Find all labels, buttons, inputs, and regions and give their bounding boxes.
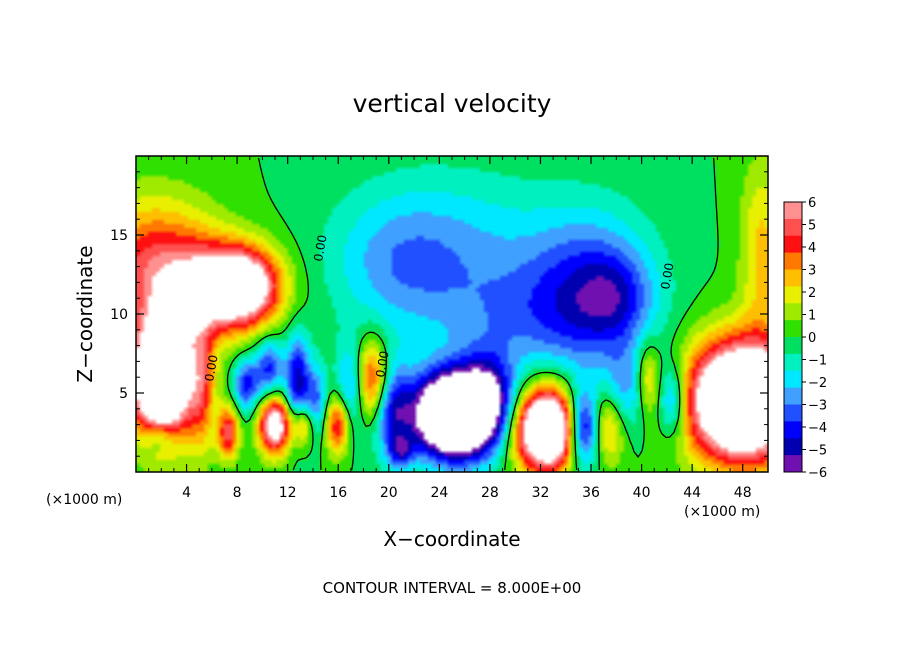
chart-title: vertical velocity bbox=[353, 89, 552, 118]
colorbar-tick-label: −6 bbox=[808, 466, 827, 481]
x-tick-label: 20 bbox=[380, 485, 398, 501]
contour-interval-note: CONTOUR INTERVAL = 8.000E+00 bbox=[323, 579, 582, 597]
x-tick-label: 32 bbox=[532, 485, 550, 501]
colorbar-swatch bbox=[784, 202, 802, 220]
colorbar-tick-label: −3 bbox=[808, 399, 827, 414]
contour-label: 0.00 bbox=[202, 354, 220, 383]
colorbar-swatch bbox=[784, 286, 802, 304]
velocity-field-image bbox=[136, 156, 768, 472]
colorbar-swatch bbox=[784, 320, 802, 338]
contour-label: 0.00 bbox=[311, 234, 329, 263]
colorbar-tick-label: 5 bbox=[808, 219, 816, 234]
x-tick-label: 36 bbox=[582, 485, 600, 501]
x-tick-label: 4 bbox=[182, 485, 191, 501]
colorbar-swatch bbox=[784, 235, 802, 254]
colorbar-tick-label: 3 bbox=[808, 264, 816, 279]
colorbar: 6 5 4 3 2 1 0 −1 −2 −3 −4 −5 −6 bbox=[783, 196, 827, 481]
colorbar-swatch bbox=[784, 218, 802, 237]
y-axis-label: Z−coordinate bbox=[73, 245, 97, 382]
y-axis: 5 10 15 bbox=[110, 171, 768, 457]
x-tick-label: 44 bbox=[683, 485, 701, 501]
x-axis-label: X−coordinate bbox=[383, 527, 520, 551]
colorbar-swatch bbox=[784, 370, 802, 389]
colorbar-swatch bbox=[784, 404, 802, 422]
plot-area bbox=[136, 156, 768, 472]
x-axis: 4 8 12 16 20 24 28 32 36 40 44 48 bbox=[148, 156, 756, 501]
contour-label: 0.00 bbox=[373, 350, 391, 379]
colorbar-swatch bbox=[784, 252, 802, 270]
colorbar-swatch bbox=[784, 387, 802, 405]
zero-contours bbox=[226, 157, 719, 471]
colorbar-tick-label: −5 bbox=[808, 444, 827, 459]
colorbar-tick-label: 1 bbox=[808, 309, 816, 324]
x-tick-label: 16 bbox=[329, 485, 347, 501]
colorbar-swatch bbox=[784, 303, 802, 321]
x-tick-label: 24 bbox=[430, 485, 448, 501]
x-tick-label: 8 bbox=[233, 485, 242, 501]
zero-contour-line bbox=[226, 157, 719, 471]
x-tick-label: 48 bbox=[734, 485, 752, 501]
colorbar-swatch bbox=[784, 353, 802, 372]
contour-label: 0.00 bbox=[658, 262, 676, 291]
colorbar-swatch bbox=[784, 269, 802, 287]
colorbar-swatch bbox=[784, 421, 802, 439]
colorbar-tick-label: 4 bbox=[808, 241, 816, 256]
colorbar-swatch bbox=[784, 455, 802, 473]
velocity-field-raster bbox=[136, 156, 768, 472]
x-unit-label-left: (×1000 m) bbox=[46, 492, 122, 508]
colorbar-swatch bbox=[784, 337, 802, 355]
colorbar-tick-label: −2 bbox=[808, 376, 827, 391]
contour-labels: 0.00 0.00 0.00 0.00 bbox=[202, 234, 676, 383]
x-unit-label-right: (×1000 m) bbox=[684, 504, 760, 520]
colorbar-swatch bbox=[784, 438, 802, 456]
x-tick-label: 28 bbox=[481, 485, 499, 501]
x-tick-label: 12 bbox=[279, 485, 297, 501]
colorbar-tick-label: 2 bbox=[808, 286, 816, 301]
y-tick-label: 5 bbox=[119, 386, 128, 402]
y-tick-label: 10 bbox=[110, 307, 128, 323]
x-tick-label: 40 bbox=[633, 485, 651, 501]
y-tick-label: 15 bbox=[110, 228, 128, 244]
colorbar-tick-label: −4 bbox=[808, 421, 827, 436]
colorbar-tick-label: 0 bbox=[808, 331, 816, 346]
colorbar-tick-label: 6 bbox=[808, 196, 816, 211]
colorbar-tick-label: −1 bbox=[808, 354, 827, 369]
